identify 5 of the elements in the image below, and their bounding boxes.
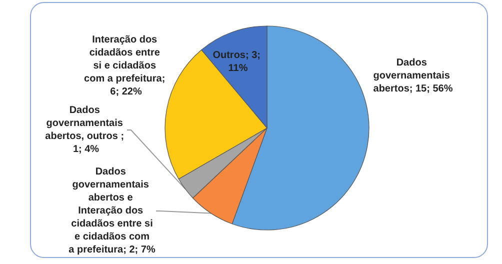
slice-label: Dados governamentais abertos, outros ; 1; 4% (45, 105, 127, 155)
slice-label: Dados governamentais abertos e Interação dos cidadãos entre si e cidadãos com a prefeitura; 2; 7% (68, 166, 156, 256)
slice-label: Interação dos cidadãos entre si e cidadãos com a prefeitura; 6; 22% (84, 34, 168, 98)
slice-label: Dados governamentais abertos; 15; 56% (373, 58, 453, 94)
slice-label: Outros; 3; 11% (212, 50, 264, 74)
